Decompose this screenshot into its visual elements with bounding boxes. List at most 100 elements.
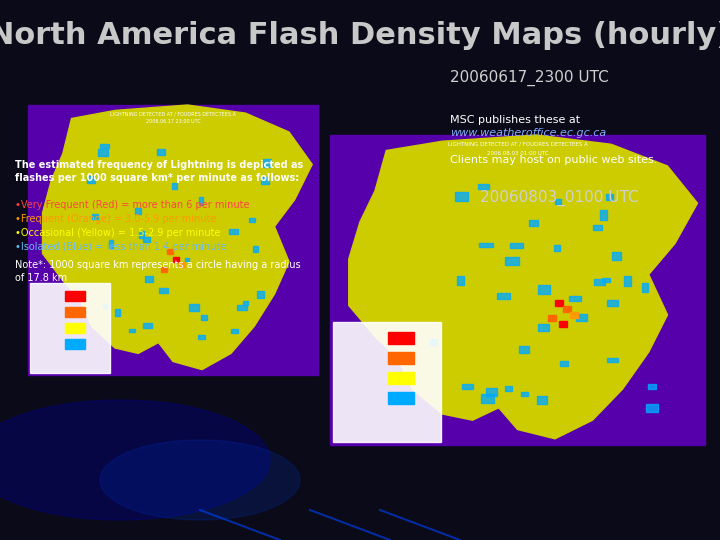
Text: 20060803_0100 UTC: 20060803_0100 UTC: [480, 190, 639, 206]
Bar: [481, 394, 494, 403]
Bar: [199, 197, 204, 205]
Bar: [547, 315, 556, 321]
Bar: [198, 335, 205, 339]
Text: •Isolated (Blue) = less than 1.4 per minute: •Isolated (Blue) = less than 1.4 per min…: [15, 242, 226, 252]
Bar: [607, 358, 618, 362]
Text: •Very Frequent (Red) = more than 6 per minute: •Very Frequent (Red) = more than 6 per m…: [15, 200, 250, 210]
Bar: [184, 258, 189, 261]
Bar: [248, 219, 255, 222]
Bar: [560, 361, 568, 366]
Bar: [505, 386, 512, 391]
Bar: [263, 159, 271, 167]
Bar: [577, 314, 587, 321]
Bar: [642, 283, 648, 292]
Bar: [202, 315, 207, 320]
Bar: [388, 392, 414, 404]
Bar: [624, 276, 631, 286]
Bar: [135, 208, 140, 214]
Bar: [253, 246, 258, 252]
Bar: [606, 194, 613, 200]
Bar: [606, 300, 618, 306]
Bar: [602, 278, 610, 282]
Bar: [333, 322, 441, 442]
Text: •Frequent (Orange) = 3.0-5.9 per minute: •Frequent (Orange) = 3.0-5.9 per minute: [15, 214, 217, 224]
Bar: [388, 372, 414, 384]
Bar: [570, 312, 578, 318]
Bar: [115, 309, 120, 316]
Bar: [521, 392, 528, 396]
Bar: [167, 248, 174, 253]
Bar: [594, 280, 606, 285]
Bar: [65, 307, 85, 317]
Bar: [537, 396, 547, 404]
Bar: [497, 293, 510, 299]
Bar: [65, 323, 85, 333]
Ellipse shape: [0, 400, 270, 520]
Bar: [257, 291, 264, 298]
Bar: [612, 252, 621, 260]
Bar: [28, 105, 318, 375]
Bar: [600, 210, 608, 220]
Bar: [261, 177, 269, 184]
Bar: [238, 305, 247, 310]
Bar: [505, 256, 518, 265]
Bar: [388, 352, 414, 364]
Bar: [478, 184, 489, 190]
Text: 20060617_2300 UTC: 20060617_2300 UTC: [450, 70, 608, 86]
Text: North America Flash Density Maps (hourly): North America Flash Density Maps (hourly…: [0, 21, 720, 50]
Bar: [528, 220, 538, 226]
Bar: [92, 214, 98, 219]
Bar: [510, 243, 523, 247]
Bar: [231, 329, 238, 333]
Bar: [330, 135, 705, 445]
Bar: [87, 176, 95, 183]
Bar: [157, 150, 165, 156]
Bar: [173, 256, 179, 261]
Bar: [143, 237, 150, 242]
Bar: [593, 225, 603, 230]
Text: Note*: 1000 square km represents a circle having a radius
of 17.8 km: Note*: 1000 square km represents a circl…: [15, 260, 301, 283]
Bar: [98, 149, 108, 156]
Bar: [243, 301, 248, 305]
Bar: [103, 303, 107, 308]
Bar: [100, 144, 109, 148]
Bar: [555, 199, 561, 204]
Bar: [179, 262, 185, 267]
Bar: [143, 323, 151, 328]
Text: The estimated frequency of Lightning is depicted as
flashes per 1000 square km* : The estimated frequency of Lightning is …: [15, 160, 303, 183]
Text: 2006.06.17 23:00 UTC: 2006.06.17 23:00 UTC: [145, 119, 200, 124]
Polygon shape: [42, 105, 312, 369]
Ellipse shape: [100, 440, 300, 520]
Bar: [647, 404, 658, 413]
Bar: [129, 329, 135, 333]
Text: LIGHTNING DETECTED AT / FOUDRES DÉTECTÉES À: LIGHTNING DETECTED AT / FOUDRES DÉTECTÉE…: [110, 111, 236, 117]
Text: •Occasional (Yellow) = 1.5-2.9 per minute: •Occasional (Yellow) = 1.5-2.9 per minut…: [15, 228, 220, 238]
Bar: [159, 288, 168, 293]
Bar: [647, 384, 657, 389]
Bar: [65, 339, 85, 349]
Bar: [109, 240, 113, 248]
Bar: [555, 300, 563, 306]
Bar: [569, 296, 581, 301]
Bar: [559, 321, 567, 327]
Bar: [145, 276, 153, 282]
Polygon shape: [348, 135, 698, 439]
Bar: [189, 303, 199, 310]
Bar: [479, 243, 492, 247]
Bar: [456, 276, 464, 285]
Bar: [486, 388, 498, 396]
Bar: [538, 285, 549, 294]
Bar: [388, 332, 414, 344]
Bar: [65, 291, 85, 301]
Bar: [431, 339, 437, 345]
Bar: [562, 306, 570, 312]
Bar: [554, 245, 559, 251]
Bar: [454, 192, 468, 201]
Bar: [538, 323, 549, 332]
Text: Clients may host on public web sites.: Clients may host on public web sites.: [450, 155, 657, 165]
Bar: [172, 184, 177, 189]
Bar: [161, 267, 167, 272]
Bar: [230, 229, 238, 234]
Text: MSC publishes these at: MSC publishes these at: [450, 115, 580, 125]
Text: LIGHTNING DETECTED AT / FOUDRES DÉTECTÉES À: LIGHTNING DETECTED AT / FOUDRES DÉTECTÉE…: [448, 141, 588, 146]
